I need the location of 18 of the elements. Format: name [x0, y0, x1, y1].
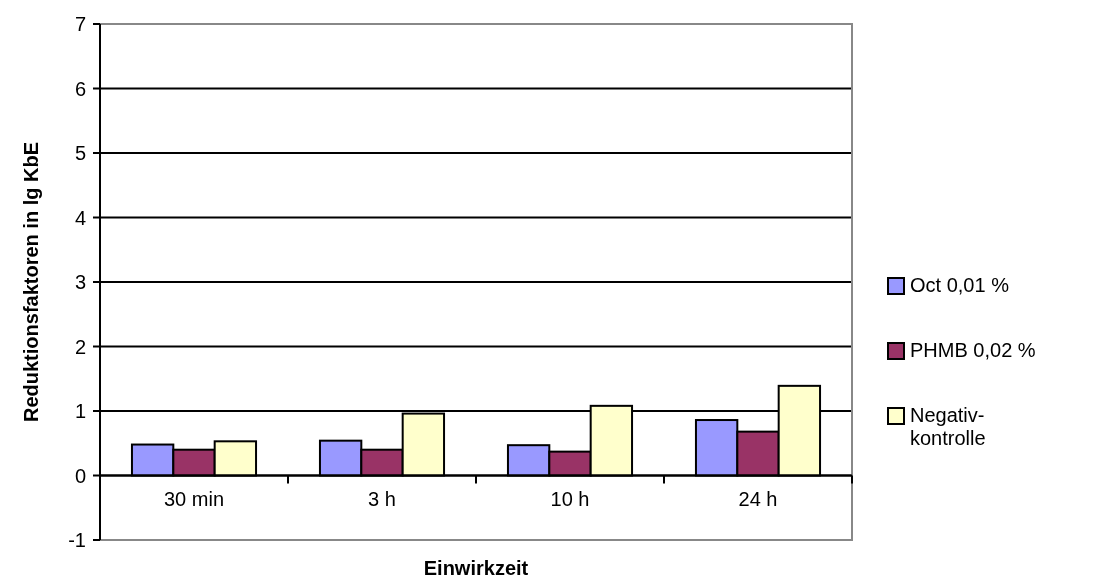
x-axis-title: Einwirkzeit — [423, 557, 529, 579]
x-tick-label: 10 h — [550, 487, 590, 510]
y-tick-label: 2 — [74, 335, 86, 358]
x-tick-label: 24 h — [738, 487, 778, 510]
y-tick-label: 4 — [74, 206, 86, 229]
y-tick-label: 3 — [74, 271, 86, 293]
y-axis-title: Reduktionsfaktoren in lg KbE — [20, 141, 42, 423]
y-tick-label: 0 — [74, 464, 86, 487]
x-tick-label: 30 min — [163, 487, 225, 510]
y-tick-label: 5 — [74, 142, 86, 164]
legend-label: PHMB 0,02 % — [910, 339, 1036, 361]
y-tick-label: 6 — [74, 77, 86, 100]
y-tick-label: -1 — [68, 529, 86, 551]
legend-label: Oct 0,01 % — [910, 274, 1010, 296]
x-tick-label: 3 h — [368, 487, 396, 510]
y-tick-label: 7 — [74, 13, 86, 35]
y-tick-label: 1 — [74, 400, 86, 422]
legend-label: Negativ- kontrolle — [910, 404, 986, 449]
